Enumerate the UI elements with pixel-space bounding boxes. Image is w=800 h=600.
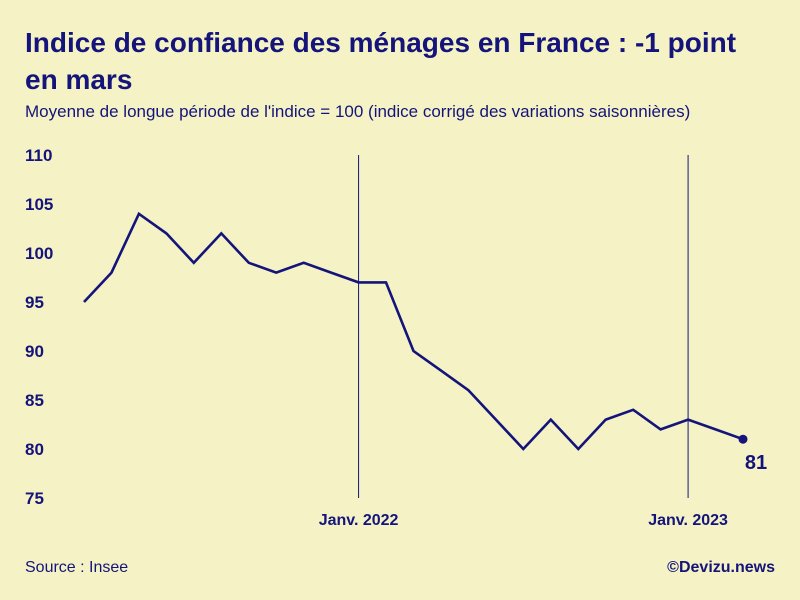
y-tick-label: 105: [25, 195, 53, 214]
plot-area: 81: [83, 211, 767, 474]
series-line: [83, 211, 744, 451]
y-tick-label: 110: [25, 146, 52, 165]
credit-label: ©Devizu.news: [667, 559, 775, 576]
chart-subtitle: Moyenne de longue période de l'indice = …: [25, 102, 691, 121]
y-tick-label: 75: [25, 489, 44, 508]
y-tick-label: 95: [25, 293, 44, 312]
y-tick-label: 100: [25, 244, 53, 263]
x-tick-label: Janv. 2023: [648, 512, 728, 529]
chart-title: Indice de confiance des ménages en Franc…: [25, 27, 737, 95]
y-tick-label: 85: [25, 391, 44, 410]
source-note: Source : Insee: [25, 559, 129, 576]
end-value-label: 81: [745, 452, 767, 474]
y-tick-label: 80: [25, 440, 44, 459]
x-axis: Janv. 2022 Janv. 2023: [319, 155, 728, 529]
end-point-marker: [738, 434, 748, 444]
y-tick-label: 90: [25, 342, 44, 361]
y-axis: 110 105 100 95 90 85 80 75: [25, 146, 53, 508]
x-tick-label: Janv. 2022: [319, 512, 399, 529]
